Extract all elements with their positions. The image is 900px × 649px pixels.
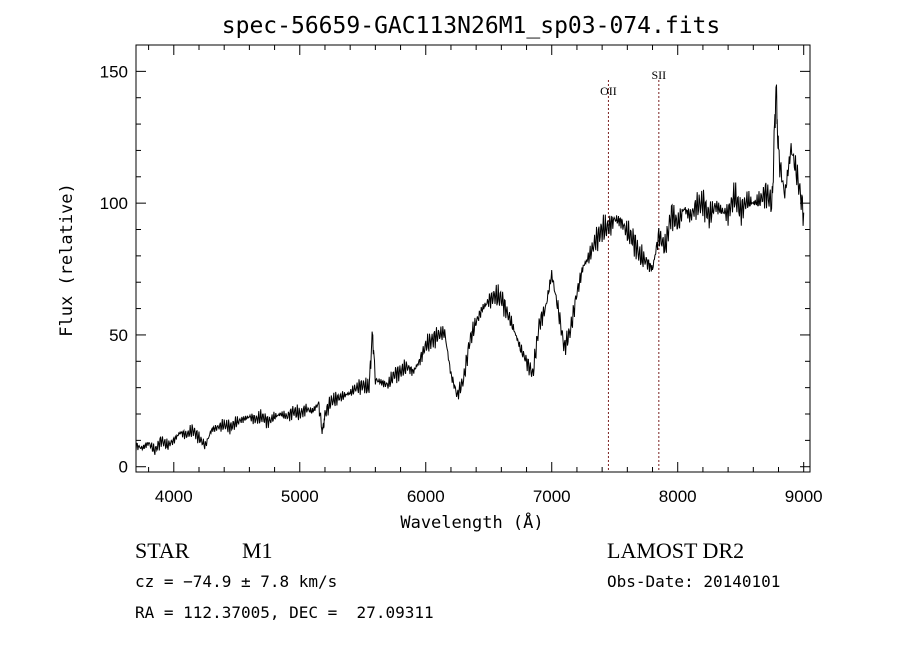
y-axis-label: Flux (relative)	[57, 183, 77, 337]
object-subclass: M1	[242, 538, 273, 563]
x-tick-label: 8000	[659, 487, 697, 506]
object-class: STAR	[135, 538, 190, 563]
redshift-readout: cz = −74.9 ± 7.8 km/s	[135, 572, 338, 591]
x-tick-label: 5000	[281, 487, 319, 506]
x-tick-label: 9000	[785, 487, 823, 506]
y-tick-label: 100	[100, 194, 128, 213]
survey-name: LAMOST DR2	[607, 538, 745, 563]
marker-label-sii: SII	[651, 68, 666, 82]
x-axis-label: Wavelength (Å)	[400, 511, 543, 533]
coordinates-readout: RA = 112.37005, DEC = 27.09311	[135, 603, 434, 622]
x-tick-label: 6000	[407, 487, 445, 506]
x-tick-label: 7000	[533, 487, 571, 506]
spectrum-line	[135, 84, 805, 455]
line-markers: OII SII	[600, 68, 666, 472]
y-tick-label: 50	[109, 326, 128, 345]
plot-frame	[135, 44, 811, 473]
marker-label-oii: OII	[600, 84, 617, 98]
axis-ticks: 4000 5000 6000 7000 8000 9000 0 50 100 150	[100, 44, 823, 506]
y-tick-label: 0	[119, 458, 128, 477]
chart-title: spec-56659-GAC113N26M1_sp03-074.fits	[222, 13, 721, 39]
y-tick-label: 150	[100, 62, 128, 81]
observation-date: Obs-Date: 20140101	[607, 572, 781, 591]
x-tick-label: 4000	[155, 487, 193, 506]
